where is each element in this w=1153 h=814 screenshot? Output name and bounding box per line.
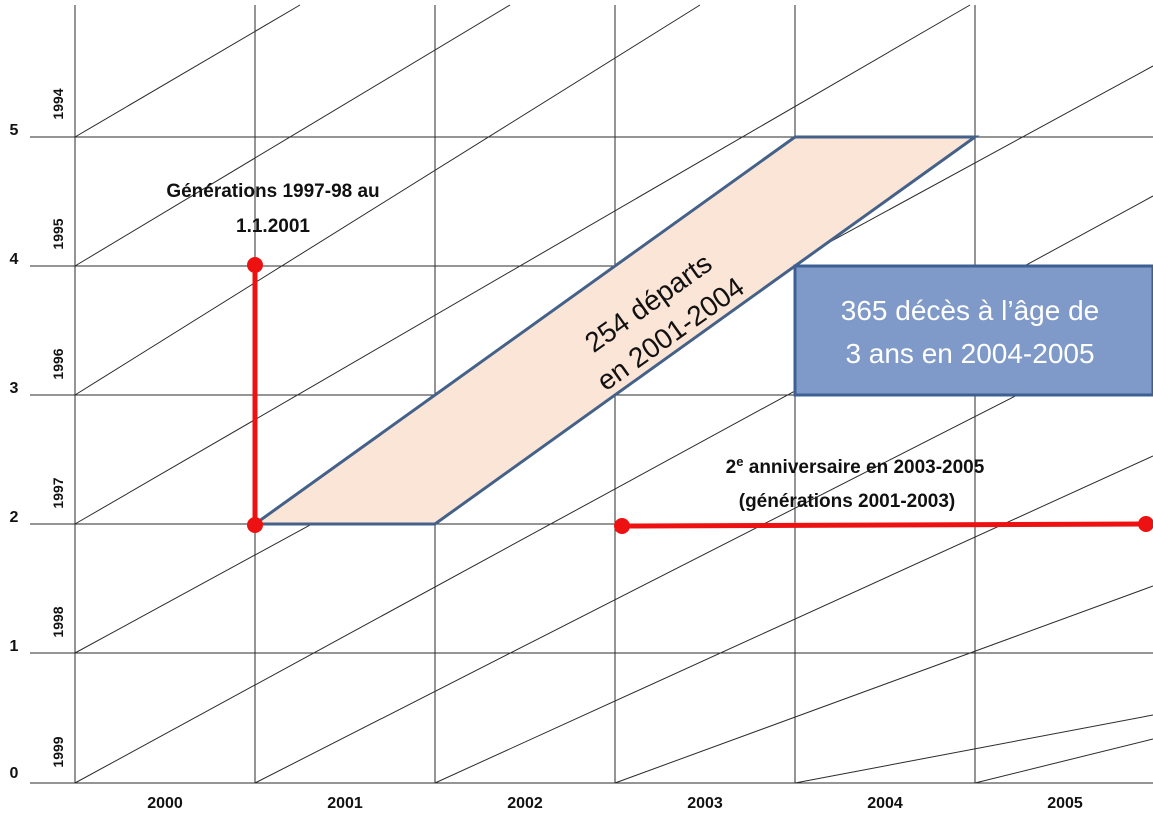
generations-annotation-line1: Générations 1997-98 au (166, 181, 379, 202)
x-label: 2002 (507, 795, 543, 812)
generation-label: 1998 (50, 606, 66, 637)
y-label: 3 (10, 380, 19, 397)
y-label: 1 (10, 638, 19, 655)
anniversary-end-dot (1138, 516, 1153, 532)
generation-label: 1997 (50, 477, 66, 508)
x-axis-labels: 2000 2001 2002 2003 2004 2005 (147, 795, 1083, 812)
generation-labels: 1999 1998 1997 1996 1995 1994 (50, 88, 66, 767)
generation-marker (247, 257, 263, 533)
x-label: 2005 (1047, 795, 1083, 812)
anniversary-annotation-line1: 2e anniversaire en 2003-2005 (726, 454, 985, 478)
anniversary-start-dot (614, 518, 630, 534)
generation-label: 1994 (50, 88, 66, 119)
y-label: 5 (10, 122, 19, 139)
y-label: 4 (10, 251, 19, 268)
generation-label: 1999 (50, 736, 66, 767)
deaths-box (793, 264, 1153, 397)
generation-end-dot (247, 517, 263, 533)
y-label: 0 (10, 765, 19, 782)
generation-label: 1996 (50, 348, 66, 379)
generation-start-dot (247, 257, 263, 273)
generation-label: 1995 (50, 218, 66, 249)
y-label: 2 (10, 509, 19, 526)
generations-annotation-line2: 1.1.2001 (236, 216, 310, 237)
anniversary-marker (614, 516, 1153, 534)
deaths-annotation-line2: 3 ans en 2004-2005 (845, 338, 1094, 369)
x-label: 2004 (867, 795, 903, 812)
anniversary-annotation-line2: (générations 2001-2003) (739, 491, 956, 512)
deaths-annotation-line1: 365 décès à l’âge de (841, 295, 1099, 326)
y-axis-labels: 0 1 2 3 4 5 (10, 122, 19, 782)
x-label: 2000 (147, 795, 183, 812)
departures-parallelogram (250, 135, 980, 526)
x-label: 2001 (327, 795, 363, 812)
x-label: 2003 (687, 795, 723, 812)
